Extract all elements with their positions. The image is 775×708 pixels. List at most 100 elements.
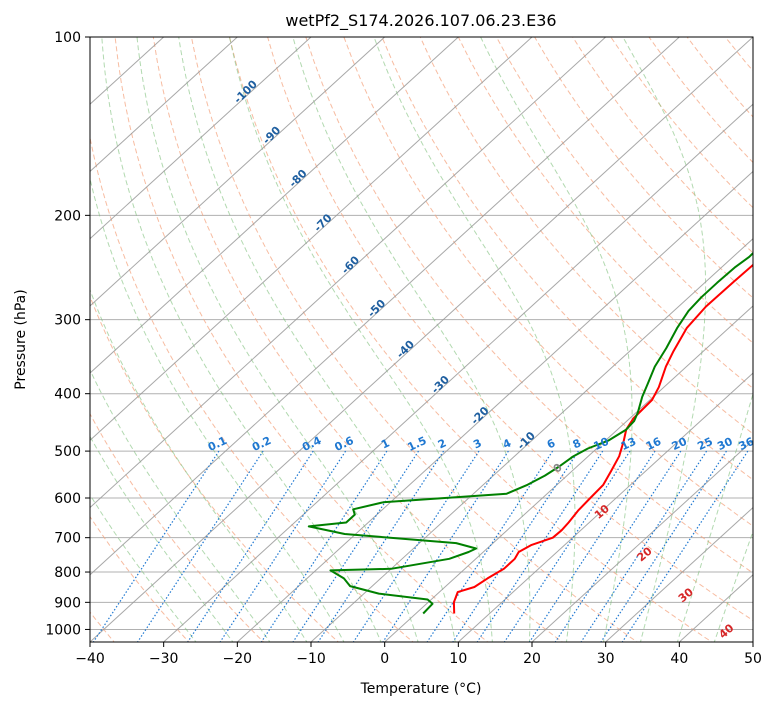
dry-adiabat-line: [90, 135, 414, 642]
y-tick-label: 900: [54, 595, 81, 611]
isotherm-line: [90, 37, 312, 240]
mixing-ratio-line: [621, 450, 749, 642]
y-tick-label: 100: [54, 30, 81, 46]
dry-adiabat-line: [495, 37, 753, 344]
mixing-ratio-line: [92, 450, 220, 642]
dry-adiabat-line: [229, 37, 713, 642]
x-tick-label: 0: [380, 651, 389, 667]
mixing-ratio-line: [476, 450, 604, 642]
y-tick-label: 500: [54, 444, 81, 460]
dry-adiabat-line: [457, 37, 753, 389]
y-tick-label: 200: [54, 208, 81, 224]
isotherm-line: [90, 37, 680, 576]
mixing-ratio-label: 10: [592, 435, 612, 453]
mixing-ratio-line: [529, 450, 656, 642]
moist-adiabat-line: [622, 37, 707, 642]
moist-adiabat-label: 20: [635, 544, 655, 564]
dry-adiabat-line: [572, 37, 753, 254]
isotherm-line: [90, 37, 459, 374]
x-tick-label: −20: [223, 651, 253, 667]
mixing-ratio-label: 3: [471, 436, 483, 451]
dry-adiabat-line: [534, 37, 753, 299]
isotherm-line: [605, 506, 753, 642]
y-tick-label: 700: [54, 531, 81, 547]
x-tick-label: −30: [149, 651, 179, 667]
dry-adiabat-line: [90, 412, 265, 642]
y-tick-label: 300: [54, 313, 81, 329]
moist-adiabat-line: [676, 392, 753, 642]
isotherm-line: [90, 37, 607, 509]
isotherm-label: -10: [515, 429, 538, 452]
x-tick-label: 50: [744, 651, 762, 667]
dry-adiabat-line: [763, 37, 775, 644]
mixing-ratio-line: [382, 450, 509, 642]
isotherm-line: [752, 641, 753, 642]
moist-adiabat-line: [101, 37, 382, 642]
mixing-ratio-label: 13: [619, 435, 638, 453]
dry-adiabat-line: [267, 37, 753, 622]
isotherm-label: -90: [260, 124, 283, 147]
chart-title: wetPf2_S174.2026.107.06.23.E36: [285, 11, 556, 31]
moist-adiabat-line: [136, 37, 419, 642]
x-tick-label: 30: [597, 651, 615, 667]
mixing-ratio-line: [452, 450, 579, 642]
isotherm-line: [236, 170, 753, 642]
moist-adiabat-line: [90, 493, 197, 642]
dry-adiabat-line: [648, 37, 753, 164]
isotherm-label: -70: [311, 211, 334, 234]
moist-adiabat-line: [480, 37, 633, 642]
x-axis-label: Temperature (°C): [360, 681, 482, 697]
isotherm-line: [90, 37, 238, 173]
x-tick-label: 40: [670, 651, 688, 667]
dry-adiabat-line: [381, 37, 753, 481]
y-tick-label: 1000: [45, 622, 81, 638]
x-tick-label: 20: [523, 651, 541, 667]
dry-adiabat-line: [90, 515, 190, 642]
mixing-ratio-line: [554, 450, 682, 642]
dry-adiabat-line: [90, 295, 339, 642]
isotherm-label: -50: [365, 297, 388, 320]
dry-adiabat-line: [190, 37, 638, 642]
mixing-ratio-label: 8: [571, 436, 583, 451]
mixing-ratio-line: [317, 450, 445, 642]
isotherm-line: [163, 103, 753, 642]
mixing-ratio-line: [187, 450, 314, 642]
moist-adiabat-line: [373, 37, 576, 642]
mixing-ratio-label: 4: [501, 436, 514, 451]
dry-adiabat-line: [114, 37, 489, 642]
mixing-ratio-label: 6: [545, 436, 558, 451]
y-tick-label: 400: [54, 387, 81, 403]
mixing-ratio-line: [352, 450, 480, 642]
mixing-ratio-line: [600, 450, 727, 642]
mixing-ratio-label: 20: [670, 435, 690, 453]
mixing-ratio-line: [292, 450, 420, 642]
dry-adiabat-line: [686, 37, 753, 118]
y-tick-label: 600: [54, 491, 81, 507]
mixing-ratio-line: [219, 450, 347, 642]
plot-frame: [89, 36, 754, 643]
isotherm-line: [90, 37, 753, 642]
y-axis-label: Pressure (hPa): [13, 289, 29, 389]
isotherm-label: -40: [394, 338, 417, 361]
mixing-ratio-line: [503, 450, 631, 642]
isotherm-line: [384, 305, 753, 642]
dry-adiabat-line: [305, 37, 753, 574]
dry-adiabat-line: [343, 37, 753, 527]
x-tick-label: 10: [449, 651, 467, 667]
mixing-ratio-label: 1: [379, 436, 391, 451]
dewpoint-profile-line: [307, 251, 753, 615]
mixing-ratio-label: 25: [695, 435, 714, 453]
mixing-ratio-label: 16: [644, 435, 664, 453]
mixing-ratio-label: 2: [436, 436, 448, 451]
isotherm-line: [90, 37, 533, 442]
moist-adiabat-line: [90, 176, 345, 642]
mixing-ratio-line: [137, 450, 264, 642]
isotherm-line: [90, 37, 386, 307]
isotherm-label: -30: [429, 373, 452, 396]
moist-adiabat-line: [178, 37, 456, 642]
temperature-profile-line: [452, 263, 753, 614]
isotherm-label: -20: [468, 404, 491, 427]
mixing-ratio-line: [580, 450, 708, 642]
isotherm-label: -80: [286, 167, 309, 190]
